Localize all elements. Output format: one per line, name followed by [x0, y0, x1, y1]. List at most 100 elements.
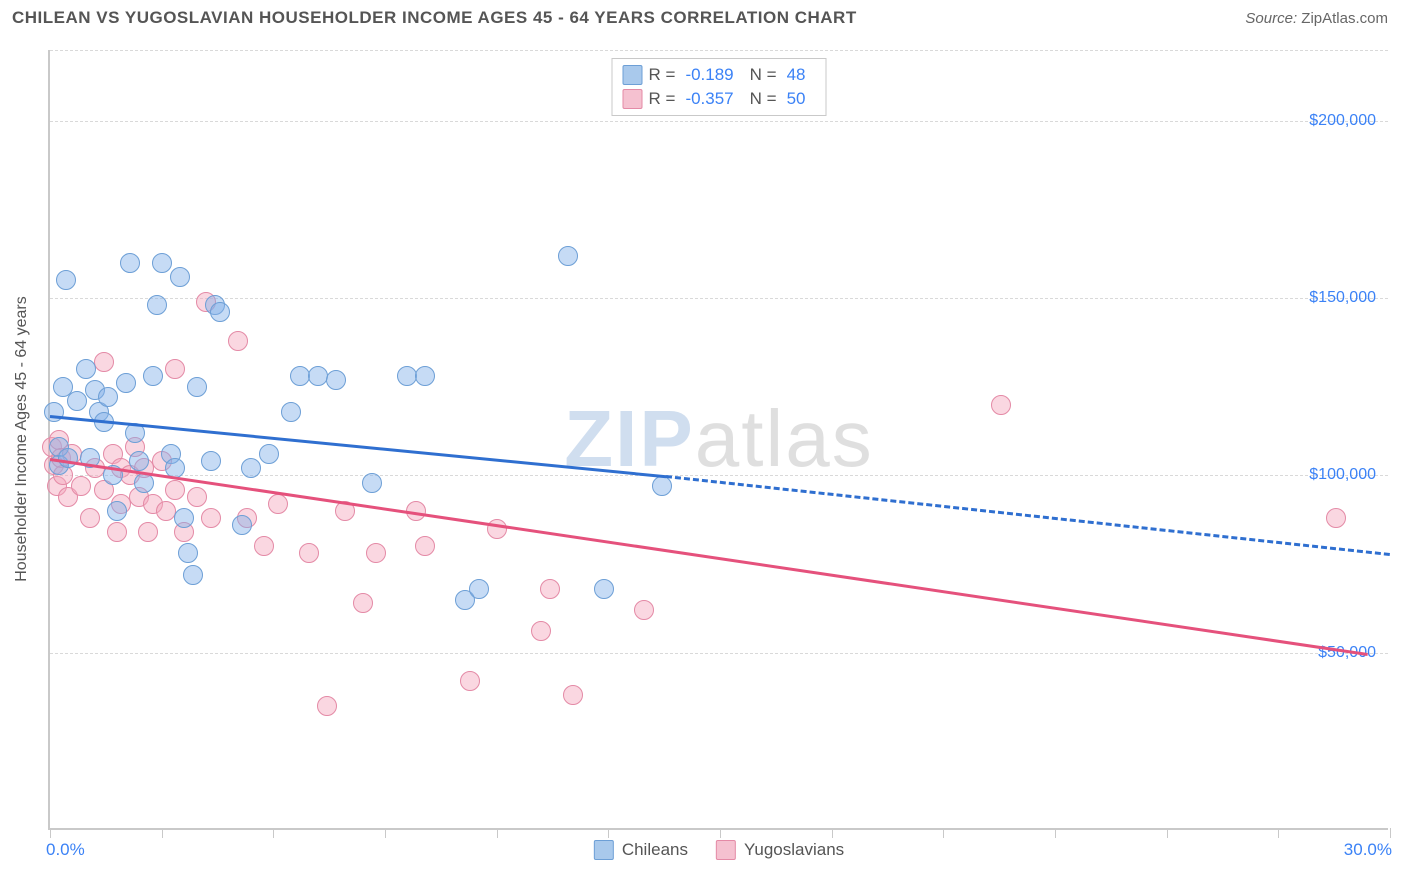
- data-point-chileans: [56, 270, 76, 290]
- x-tick: [385, 828, 386, 838]
- data-point-yugoslavians: [107, 522, 127, 542]
- legend-label-yugoslavians: Yugoslavians: [744, 840, 844, 860]
- correlation-stats-legend: R = -0.189 N = 48 R = -0.357 N = 50: [612, 58, 827, 116]
- x-tick: [273, 828, 274, 838]
- x-axis-max-label: 30.0%: [1344, 840, 1392, 860]
- data-point-yugoslavians: [540, 579, 560, 599]
- n-label-a: N =: [750, 65, 777, 85]
- data-point-yugoslavians: [138, 522, 158, 542]
- x-tick: [162, 828, 163, 838]
- data-point-chileans: [107, 501, 127, 521]
- legend-swatch-chileans: [594, 840, 614, 860]
- data-point-chileans: [174, 508, 194, 528]
- data-point-chileans: [152, 253, 172, 273]
- data-point-yugoslavians: [228, 331, 248, 351]
- scatter-chart: Householder Income Ages 45 - 64 years ZI…: [48, 50, 1388, 830]
- n-label-b: N =: [750, 89, 777, 109]
- data-point-chileans: [241, 458, 261, 478]
- x-tick: [720, 828, 721, 838]
- data-point-yugoslavians: [71, 476, 91, 496]
- data-point-chileans: [558, 246, 578, 266]
- watermark-atlas: atlas: [695, 394, 874, 483]
- data-point-chileans: [326, 370, 346, 390]
- x-tick: [1278, 828, 1279, 838]
- data-point-chileans: [67, 391, 87, 411]
- data-point-yugoslavians: [268, 494, 288, 514]
- data-point-chileans: [178, 543, 198, 563]
- data-point-yugoslavians: [531, 621, 551, 641]
- data-point-yugoslavians: [165, 359, 185, 379]
- y-tick-label: $200,000: [1309, 112, 1376, 130]
- data-point-yugoslavians: [415, 536, 435, 556]
- data-point-yugoslavians: [563, 685, 583, 705]
- trendline-yugoslavians: [50, 458, 1368, 656]
- swatch-chileans: [623, 65, 643, 85]
- gridline: [50, 298, 1388, 299]
- stats-row-yugoslavians: R = -0.357 N = 50: [623, 87, 816, 111]
- data-point-chileans: [170, 267, 190, 287]
- data-point-chileans: [210, 302, 230, 322]
- x-tick: [608, 828, 609, 838]
- legend-swatch-yugoslavians: [716, 840, 736, 860]
- chart-title: CHILEAN VS YUGOSLAVIAN HOUSEHOLDER INCOM…: [12, 8, 857, 28]
- data-point-chileans: [98, 387, 118, 407]
- data-point-chileans: [116, 373, 136, 393]
- data-point-yugoslavians: [366, 543, 386, 563]
- r-value-a: -0.189: [685, 65, 733, 85]
- data-point-yugoslavians: [317, 696, 337, 716]
- data-point-chileans: [415, 366, 435, 386]
- data-point-yugoslavians: [991, 395, 1011, 415]
- data-point-chileans: [143, 366, 163, 386]
- trendline-chileans-extrapolated: [666, 475, 1390, 556]
- data-point-yugoslavians: [487, 519, 507, 539]
- n-value-a: 48: [787, 65, 806, 85]
- data-point-yugoslavians: [201, 508, 221, 528]
- x-axis-min-label: 0.0%: [46, 840, 85, 860]
- n-value-b: 50: [787, 89, 806, 109]
- data-point-chileans: [76, 359, 96, 379]
- data-point-yugoslavians: [94, 352, 114, 372]
- data-point-yugoslavians: [299, 543, 319, 563]
- data-point-chileans: [594, 579, 614, 599]
- source-citation: Source: ZipAtlas.com: [1245, 10, 1388, 27]
- x-tick: [1055, 828, 1056, 838]
- data-point-yugoslavians: [353, 593, 373, 613]
- data-point-chileans: [120, 253, 140, 273]
- source-value: ZipAtlas.com: [1301, 10, 1388, 27]
- x-tick: [832, 828, 833, 838]
- data-point-chileans: [469, 579, 489, 599]
- data-point-yugoslavians: [80, 508, 100, 528]
- x-tick: [497, 828, 498, 838]
- stats-row-chileans: R = -0.189 N = 48: [623, 63, 816, 87]
- data-point-chileans: [259, 444, 279, 464]
- r-label-b: R =: [649, 89, 676, 109]
- r-value-b: -0.357: [685, 89, 733, 109]
- data-point-yugoslavians: [460, 671, 480, 691]
- swatch-yugoslavians: [623, 89, 643, 109]
- data-point-chileans: [183, 565, 203, 585]
- data-point-yugoslavians: [254, 536, 274, 556]
- data-point-chileans: [308, 366, 328, 386]
- data-point-chileans: [362, 473, 382, 493]
- data-point-chileans: [187, 377, 207, 397]
- y-axis-label: Householder Income Ages 45 - 64 years: [13, 296, 31, 582]
- data-point-yugoslavians: [634, 600, 654, 620]
- series-legend: Chileans Yugoslavians: [594, 840, 844, 860]
- r-label-a: R =: [649, 65, 676, 85]
- gridline: [50, 50, 1388, 51]
- legend-item-chileans: Chileans: [594, 840, 688, 860]
- data-point-yugoslavians: [187, 487, 207, 507]
- gridline: [50, 121, 1388, 122]
- data-point-chileans: [232, 515, 252, 535]
- data-point-chileans: [281, 402, 301, 422]
- y-tick-label: $100,000: [1309, 466, 1376, 484]
- gridline: [50, 653, 1388, 654]
- x-tick: [1167, 828, 1168, 838]
- y-tick-label: $150,000: [1309, 289, 1376, 307]
- legend-label-chileans: Chileans: [622, 840, 688, 860]
- data-point-chileans: [129, 451, 149, 471]
- x-tick: [50, 828, 51, 838]
- legend-item-yugoslavians: Yugoslavians: [716, 840, 844, 860]
- data-point-chileans: [201, 451, 221, 471]
- data-point-yugoslavians: [165, 480, 185, 500]
